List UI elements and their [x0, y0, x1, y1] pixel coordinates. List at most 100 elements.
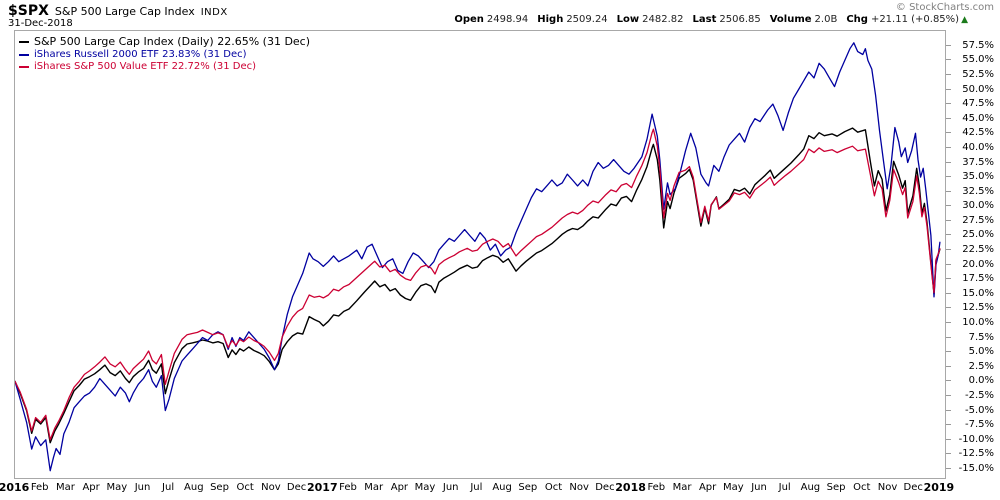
x-year-label: 2019 [923, 481, 955, 494]
y-tick-mark [946, 132, 951, 134]
x-month-label: Dec [595, 482, 615, 493]
y-tick-mark [946, 438, 951, 440]
y-tick-label: 40.0% [962, 141, 994, 153]
y-tick-label: 25.0% [962, 229, 994, 241]
x-month-label: Jul [778, 482, 791, 493]
series-line-1 [15, 42, 941, 472]
x-month-label: Oct [544, 482, 563, 493]
x-month-label: Aug [184, 482, 204, 493]
y-tick-mark [946, 424, 951, 426]
x-month-label: Nov [569, 482, 589, 493]
quote-open: Open 2498.94 [454, 14, 529, 25]
legend-dash-icon [19, 66, 29, 68]
y-tick-mark [946, 88, 951, 90]
price-lines-canvas [15, 42, 941, 472]
x-month-label: Sep [210, 482, 229, 493]
legend-label: iShares S&P 500 Value ETF 22.72% (31 Dec… [34, 61, 257, 72]
y-tick-label: 20.0% [962, 258, 994, 270]
y-tick-label: -12.5% [958, 448, 994, 460]
y-axis: 57.5% 55.0% 52.5% 50.0% 47.5% 45.0% 42.5% 40.0%… [946, 30, 1000, 479]
y-tick-mark [946, 467, 951, 469]
x-month-label: Jun [442, 482, 459, 493]
y-tick-label: 35.0% [962, 171, 994, 183]
y-tick-mark [946, 263, 951, 265]
y-tick-mark [946, 351, 951, 353]
change-up-arrow-icon: ▲ [961, 15, 968, 25]
x-month-label: Apr [390, 482, 409, 493]
y-tick-mark [946, 278, 951, 280]
y-tick-mark [946, 409, 951, 411]
y-tick-mark [946, 117, 951, 119]
legend-row-2: iShares S&P 500 Value ETF 22.72% (31 Dec… [19, 61, 310, 73]
legend-row-1: iShares Russell 2000 ETF 23.83% (31 Dec) [19, 49, 310, 61]
y-tick-label: 30.0% [962, 200, 994, 212]
plot-area: S&P 500 Large Cap Index (Daily) 22.65% (… [14, 30, 946, 479]
legend-row-0: S&P 500 Large Cap Index (Daily) 22.65% (… [19, 34, 310, 49]
legend-dash-icon [19, 40, 29, 43]
x-month-label: Feb [339, 482, 357, 493]
y-tick-mark [946, 205, 951, 207]
chart-legend: S&P 500 Large Cap Index (Daily) 22.65% (… [19, 34, 310, 73]
y-tick-label: 57.5% [962, 39, 994, 51]
y-tick-label: -5.0% [964, 404, 994, 416]
x-month-label: Mar [364, 482, 384, 493]
y-tick-mark [946, 292, 951, 294]
quote-high: High 2509.24 [537, 14, 608, 25]
x-month-label: Sep [518, 482, 538, 493]
x-month-label: May [414, 482, 436, 493]
ticker-symbol: $SPX [8, 3, 49, 19]
y-tick-label: 45.0% [962, 112, 994, 124]
x-month-label: May [106, 482, 128, 493]
y-tick-mark [946, 219, 951, 221]
y-tick-mark [946, 322, 951, 324]
chart-date: 31-Dec-2018 [8, 18, 73, 29]
y-tick-label: 47.5% [962, 98, 994, 110]
x-month-label: Feb [30, 482, 49, 493]
x-month-label: Dec [286, 482, 307, 493]
y-tick-mark [946, 249, 951, 251]
x-month-label: Oct [236, 482, 254, 493]
legend-label: iShares Russell 2000 ETF 23.83% (31 Dec) [34, 49, 247, 60]
exchange-label: INDX [200, 7, 228, 18]
y-tick-label: 5.0% [968, 346, 994, 358]
quote-chg: Chg +21.11 (+0.85%) ▲ [846, 14, 968, 25]
y-tick-label: -10.0% [958, 433, 994, 445]
y-tick-mark [946, 59, 951, 61]
x-month-label: Mar [55, 482, 75, 493]
x-axis: 2016 Feb Mar Apr May Jun Jul Aug Sep Oct Nov Dec 201… [0, 481, 974, 497]
x-month-label: Apr [698, 482, 717, 493]
x-month-label: Sep [826, 482, 846, 493]
y-tick-mark [946, 190, 951, 192]
x-month-label: Dec [903, 482, 923, 493]
x-month-label: Apr [82, 482, 100, 493]
y-tick-mark [946, 103, 951, 105]
instrument-name: S&P 500 Large Cap Index [54, 5, 195, 18]
legend-label: S&P 500 Large Cap Index (Daily) 22.65% (… [34, 35, 311, 48]
y-tick-mark [946, 365, 951, 367]
y-tick-label: -2.5% [964, 389, 994, 401]
y-tick-label: 27.5% [962, 214, 994, 226]
x-month-label: Nov [877, 482, 898, 493]
copyright-label: © StockCharts.com [895, 2, 994, 13]
y-tick-label: 55.0% [962, 54, 994, 66]
y-tick-label: 7.5% [968, 331, 994, 343]
y-tick-mark [946, 44, 951, 46]
y-tick-mark [946, 234, 951, 236]
x-month-label: Nov [261, 482, 281, 493]
x-year-label: 2018 [615, 481, 646, 494]
y-tick-label: 12.5% [962, 302, 994, 314]
x-month-label: Feb [647, 482, 666, 493]
ohlc-quote-row: Open 2498.94 High 2509.24 Low 2482.82 Last 2506… [454, 14, 968, 25]
y-tick-label: 0.0% [968, 375, 994, 387]
legend-dash-icon [19, 54, 29, 56]
quote-last: Last 2506.85 [692, 14, 761, 25]
y-tick-mark [946, 146, 951, 148]
y-tick-mark [946, 380, 951, 382]
y-tick-mark [946, 307, 951, 309]
x-month-label: Jul [162, 482, 175, 493]
x-month-label: Mar [672, 482, 692, 493]
y-tick-label: 22.5% [962, 244, 994, 256]
quote-low: Low 2482.82 [616, 14, 684, 25]
y-tick-label: 15.0% [962, 287, 994, 299]
